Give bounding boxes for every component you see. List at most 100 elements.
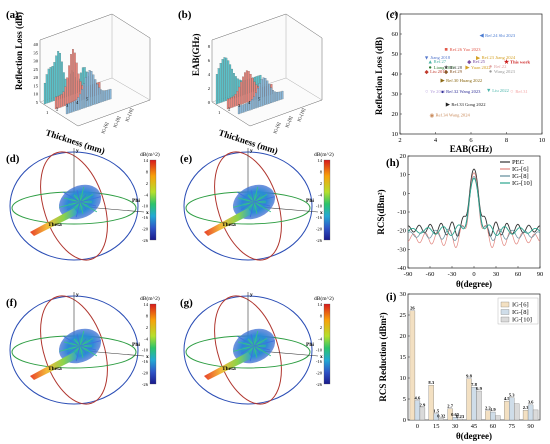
y-axis-label: y xyxy=(250,148,253,154)
bar xyxy=(471,387,477,421)
lobe-spike xyxy=(253,340,275,347)
lobe-spike xyxy=(75,345,81,362)
vertical-tick-label: 15 xyxy=(33,83,38,88)
bar xyxy=(509,397,515,421)
scatter-point-label: Ref.26 Yao 2023 xyxy=(450,47,482,52)
lobe-spike xyxy=(253,201,271,207)
lobe-spike xyxy=(233,201,255,208)
bar-value-label: 5.3 xyxy=(509,393,515,398)
lobe-spike xyxy=(250,334,255,347)
panel-f-radiation-pattern: (f) y x Phi Theta dB(m^2)14 8 2 -4 -10 -16 -20 -26 xyxy=(6,292,160,405)
panel-i-label: (i) xyxy=(386,291,397,303)
y-tick-label: 10 xyxy=(392,131,399,138)
main-lobe xyxy=(204,352,252,380)
scatter-point-label: Wang 2023 xyxy=(494,69,516,74)
lobe-spike xyxy=(79,345,84,358)
panel-i-bars: 26 4.6 2.9 8.3 1.50.322.7 0.650.23 9.8 7.86.9 2.… xyxy=(409,306,539,421)
vertical-tick-label: 0 xyxy=(208,100,211,105)
panel-a-vertical-ticks: 40 35 30 25 20 15 10 5 xyxy=(33,42,38,105)
series-axis-label: IG-[10] xyxy=(124,107,134,122)
vertical-tick-label: 2 xyxy=(208,86,211,91)
lobe-spike xyxy=(79,201,84,214)
legend-label: IG-[8] xyxy=(512,309,529,316)
lobe-spike xyxy=(79,330,85,347)
panel-b-bar xyxy=(255,92,257,109)
panel-h-xlabel: θ(degree) xyxy=(456,279,492,289)
colorbar-tick-label: -26 xyxy=(142,382,149,387)
lobe-spike xyxy=(75,201,81,218)
lobe-spike xyxy=(62,335,81,347)
vertical-tick-label: 10 xyxy=(33,92,38,97)
panel-b-bar xyxy=(237,105,240,115)
scatter-point-label: Ref.34 Wang 2024 xyxy=(435,113,470,118)
panel-b-bar xyxy=(274,91,276,102)
lobe-spike xyxy=(236,335,255,347)
scatter-marker: ◀ xyxy=(480,33,485,39)
legend-label: PEC xyxy=(512,159,524,166)
line-series xyxy=(407,177,541,236)
bar-value-label: 0.65 xyxy=(451,412,460,417)
panel-g-label: (g) xyxy=(180,297,193,309)
lobe-spike xyxy=(237,341,255,347)
x-tick-label: 90 xyxy=(537,271,544,278)
legend-swatch xyxy=(500,309,510,315)
panel-b-bar xyxy=(251,99,254,110)
y-tick-label: 40 xyxy=(392,71,399,78)
panel-a-bar xyxy=(79,93,82,110)
panel-b-bar xyxy=(219,63,222,103)
panel-a-bar xyxy=(94,79,97,105)
thickness-tick-label: 1 xyxy=(218,110,221,115)
y-axis-label: y xyxy=(76,148,79,154)
vertical-tick-label: 35 xyxy=(33,50,38,55)
colorbar-tick-label: -20 xyxy=(316,227,323,232)
scatter-point-label: Ref.27 xyxy=(434,59,447,64)
colorbar-tick-label: -10 xyxy=(316,348,323,353)
lobe-spike xyxy=(237,197,255,203)
y-tick-label: 20 xyxy=(400,153,407,160)
panel-b-bar xyxy=(230,97,233,108)
bar xyxy=(532,409,539,421)
panel-a-bar xyxy=(56,96,59,109)
vertical-tick-label: 5 xyxy=(36,100,39,105)
bar-value-label: 4.6 xyxy=(415,395,421,400)
bar-value-label: 3.6 xyxy=(528,400,534,405)
bar-value-label: 6.9 xyxy=(476,386,482,391)
y-tick-label: -20 xyxy=(397,228,406,235)
lobe-spike xyxy=(73,194,81,203)
scatter-marker: ○ xyxy=(425,89,428,95)
panel-a-bar xyxy=(75,62,78,102)
colorbar-tick-label: 8 xyxy=(320,169,323,174)
panel-b-bar xyxy=(242,76,244,104)
scatter-marker: ★ xyxy=(503,58,509,66)
colorbar-tick-label: -10 xyxy=(142,204,149,209)
panel-c-ticks: 2 4 6 8 10 10 20 30 40 50 60 70 xyxy=(392,11,546,144)
scatter-point-label: Ref.31 xyxy=(515,89,528,94)
lobe-spike xyxy=(79,186,85,203)
panel-a-bar xyxy=(86,72,89,107)
scatter-point-label: Ref.28 xyxy=(450,65,463,70)
panel-a-thickness-ticks: 1 2 3 4 5 xyxy=(46,96,89,115)
x-tick-label: 8 xyxy=(505,137,508,144)
x-tick-label: 15 xyxy=(433,423,440,430)
lobe-spike xyxy=(249,201,255,218)
y-tick-label: -10 xyxy=(397,209,406,216)
panel-b-bar xyxy=(260,79,263,107)
scatter-marker: ▼ xyxy=(424,55,429,61)
scatter-marker: ◆ xyxy=(467,59,472,65)
lobe-spike xyxy=(247,194,255,203)
lobe-spike xyxy=(253,330,259,347)
panel-a-bar xyxy=(90,71,93,106)
scatter-marker: ▶ xyxy=(465,65,470,71)
line-series xyxy=(407,168,541,237)
x-tick-label: 30 xyxy=(452,423,459,430)
x-tick-label: 4 xyxy=(434,137,438,144)
panel-b-bar xyxy=(217,68,220,104)
lobe-spike xyxy=(253,196,275,203)
panel-a-bar xyxy=(83,83,85,109)
panel-a-bars xyxy=(43,49,112,115)
scatter-marker: ▶ xyxy=(440,78,445,84)
thickness-tick-label: 5 xyxy=(258,96,261,101)
thickness-tick-label: 4 xyxy=(248,100,251,105)
y-tick-label: 0 xyxy=(403,417,406,424)
